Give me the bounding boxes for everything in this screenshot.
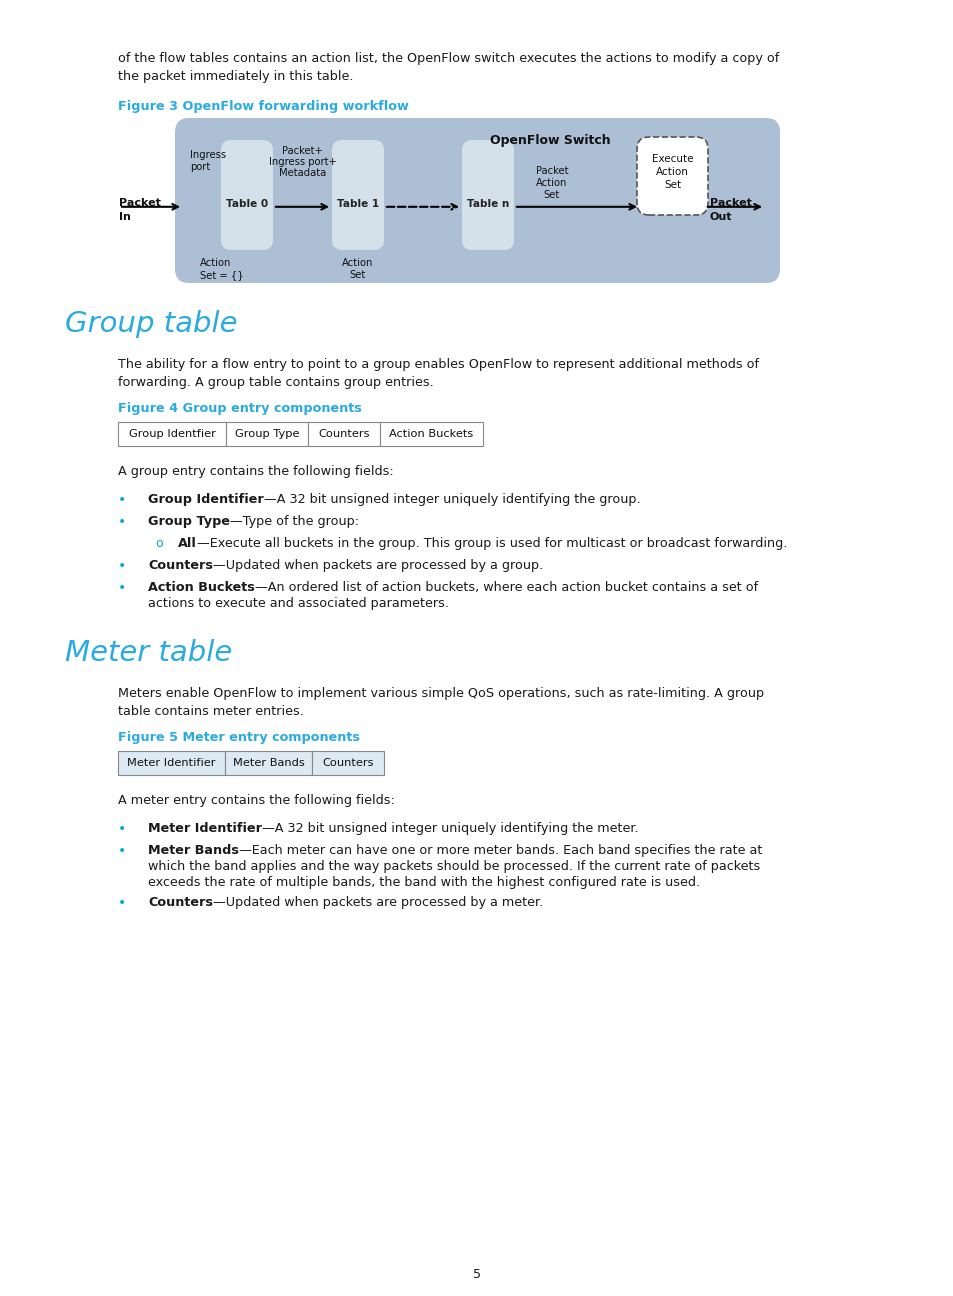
- Text: Action: Action: [342, 258, 374, 268]
- Text: —Updated when packets are processed by a group.: —Updated when packets are processed by a…: [213, 559, 542, 572]
- Text: Packet: Packet: [536, 166, 568, 176]
- Text: Meter table: Meter table: [65, 639, 232, 667]
- Bar: [118, 422, 226, 446]
- Text: A group entry contains the following fields:: A group entry contains the following fie…: [118, 465, 394, 478]
- Text: •: •: [118, 822, 126, 836]
- Text: Metadata: Metadata: [278, 168, 326, 178]
- Text: Counters: Counters: [148, 559, 213, 572]
- Text: Action Buckets: Action Buckets: [148, 581, 254, 594]
- Text: —A 32 bit unsigned integer uniquely identifying the meter.: —A 32 bit unsigned integer uniquely iden…: [262, 822, 638, 835]
- Text: Group Type: Group Type: [234, 429, 299, 439]
- Text: In: In: [119, 211, 131, 222]
- Text: Meter Bands: Meter Bands: [233, 758, 304, 769]
- Text: Table n: Table n: [466, 198, 509, 209]
- FancyBboxPatch shape: [637, 137, 707, 215]
- FancyBboxPatch shape: [221, 140, 273, 250]
- Text: Group Identfier: Group Identfier: [129, 429, 215, 439]
- Text: Figure 4 Group entry components: Figure 4 Group entry components: [118, 402, 361, 415]
- Text: which the band applies and the way packets should be processed. If the current r: which the band applies and the way packe…: [148, 861, 760, 874]
- Text: —An ordered list of action buckets, where each action bucket contains a set of: —An ordered list of action buckets, wher…: [254, 581, 757, 594]
- Text: port: port: [190, 162, 210, 172]
- Text: Meter Identifier: Meter Identifier: [148, 822, 262, 835]
- Text: Group table: Group table: [65, 310, 237, 338]
- FancyBboxPatch shape: [174, 118, 780, 283]
- Text: Counters: Counters: [322, 758, 374, 769]
- Text: Set = {}: Set = {}: [200, 270, 244, 280]
- Text: table contains meter entries.: table contains meter entries.: [118, 705, 304, 718]
- Text: —A 32 bit unsigned integer uniquely identifying the group.: —A 32 bit unsigned integer uniquely iden…: [263, 492, 639, 505]
- Text: Action: Action: [200, 258, 232, 268]
- Text: Action Buckets: Action Buckets: [389, 429, 473, 439]
- Text: Group Type: Group Type: [148, 515, 230, 527]
- Text: the packet immediately in this table.: the packet immediately in this table.: [118, 70, 354, 83]
- Bar: [118, 750, 225, 775]
- Text: Table 1: Table 1: [336, 198, 378, 209]
- Text: Out: Out: [709, 211, 732, 222]
- Text: actions to execute and associated parameters.: actions to execute and associated parame…: [148, 597, 449, 610]
- Text: of the flow tables contains an action list, the OpenFlow switch executes the act: of the flow tables contains an action li…: [118, 52, 779, 65]
- FancyBboxPatch shape: [461, 140, 514, 250]
- Text: o: o: [154, 537, 162, 550]
- Text: •: •: [118, 581, 126, 595]
- Text: Set: Set: [350, 270, 366, 280]
- Text: Ingress: Ingress: [190, 150, 226, 159]
- Text: Table 0: Table 0: [226, 198, 268, 209]
- Bar: [226, 422, 308, 446]
- Text: Packet+: Packet+: [282, 146, 323, 156]
- Text: OpenFlow Switch: OpenFlow Switch: [489, 133, 610, 146]
- Text: Set: Set: [663, 180, 680, 191]
- Text: Action: Action: [536, 178, 567, 188]
- Text: —Execute all buckets in the group. This group is used for multicast or broadcast: —Execute all buckets in the group. This …: [196, 537, 786, 550]
- FancyBboxPatch shape: [332, 140, 384, 250]
- Text: Counters: Counters: [148, 896, 213, 908]
- Text: Ingress port+: Ingress port+: [269, 157, 336, 167]
- Text: •: •: [118, 492, 126, 507]
- Text: exceeds the rate of multiple bands, the band with the highest configured rate is: exceeds the rate of multiple bands, the …: [148, 876, 700, 889]
- Text: •: •: [118, 896, 126, 910]
- Text: Set: Set: [543, 191, 559, 200]
- Text: •: •: [118, 515, 126, 529]
- Text: Counters: Counters: [318, 429, 370, 439]
- Text: —Type of the group:: —Type of the group:: [230, 515, 358, 527]
- Text: Packet: Packet: [119, 198, 161, 207]
- Text: Execute: Execute: [651, 154, 693, 165]
- Text: Packet: Packet: [709, 198, 751, 207]
- Text: —Each meter can have one or more meter bands. Each band specifies the rate at: —Each meter can have one or more meter b…: [238, 844, 761, 857]
- Text: forwarding. A group table contains group entries.: forwarding. A group table contains group…: [118, 376, 434, 389]
- Bar: [225, 750, 312, 775]
- Bar: [312, 750, 384, 775]
- Text: The ability for a flow entry to point to a group enables OpenFlow to represent a: The ability for a flow entry to point to…: [118, 358, 759, 371]
- Text: Group Identifier: Group Identifier: [148, 492, 263, 505]
- Text: •: •: [118, 844, 126, 858]
- Text: Meter Identifier: Meter Identifier: [127, 758, 215, 769]
- Text: 5: 5: [473, 1267, 480, 1280]
- Text: Action: Action: [656, 167, 688, 178]
- Text: Figure 3 OpenFlow forwarding workflow: Figure 3 OpenFlow forwarding workflow: [118, 100, 408, 113]
- Bar: [308, 422, 379, 446]
- Text: Meters enable OpenFlow to implement various simple QoS operations, such as rate-: Meters enable OpenFlow to implement vari…: [118, 687, 763, 700]
- Text: Figure 5 Meter entry components: Figure 5 Meter entry components: [118, 731, 359, 744]
- Text: A meter entry contains the following fields:: A meter entry contains the following fie…: [118, 794, 395, 807]
- Bar: [379, 422, 482, 446]
- Text: All: All: [178, 537, 196, 550]
- Text: —Updated when packets are processed by a meter.: —Updated when packets are processed by a…: [213, 896, 542, 908]
- Text: •: •: [118, 559, 126, 573]
- Text: Meter Bands: Meter Bands: [148, 844, 238, 857]
